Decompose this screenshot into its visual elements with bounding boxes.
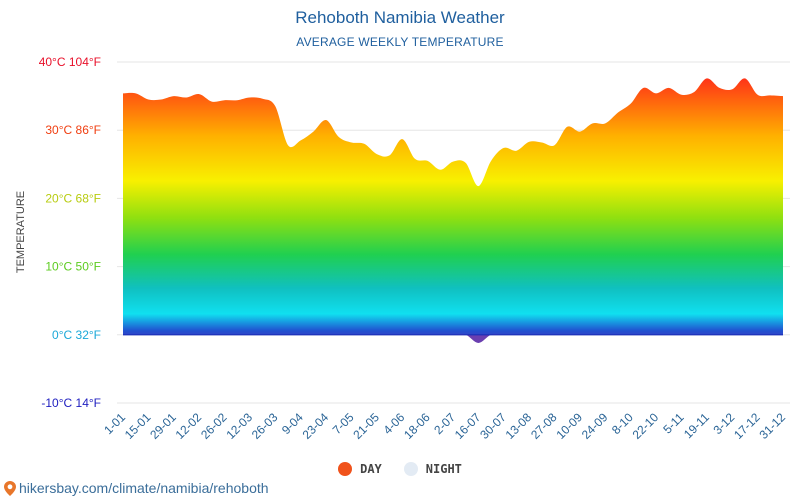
- x-tick-label: 12-03: [223, 410, 255, 442]
- x-tick-label: 29-01: [147, 410, 179, 442]
- x-tick-label: 27-08: [528, 410, 560, 442]
- night-below-zero-area: [123, 334, 783, 343]
- x-tick-label: 26-03: [249, 410, 281, 442]
- x-tick-label: 13-08: [503, 410, 535, 442]
- x-tick-label: 18-06: [401, 410, 433, 442]
- y-axis-ticks: 40°C 104°F 30°C 86°F 20°C 68°F 10°C 50°F 0°C…: [39, 55, 101, 410]
- x-tick-label: 19-11: [681, 410, 712, 441]
- x-tick-label: 24-09: [579, 410, 611, 442]
- source-link[interactable]: hikersbay.com/climate/namibia/rehoboth: [4, 480, 269, 496]
- x-tick-label: 16-07: [452, 410, 484, 442]
- x-tick-label: 12-02: [173, 410, 205, 442]
- map-pin-icon: [4, 480, 16, 496]
- y-tick-label: -10°C 14°F: [41, 396, 101, 410]
- x-tick-label: 15-01: [122, 410, 154, 442]
- y-tick-label: 0°C 32°F: [52, 328, 101, 342]
- legend-day[interactable]: DAY: [338, 462, 382, 476]
- temperature-area: [123, 78, 783, 343]
- x-tick-label: 30-07: [477, 410, 509, 442]
- x-tick-label: 17-12: [731, 410, 763, 442]
- legend: DAY NIGHT: [0, 462, 800, 476]
- day-series-area: [123, 78, 783, 335]
- x-tick-label: 10-09: [553, 410, 585, 442]
- x-tick-label: 23-04: [300, 410, 332, 442]
- chart-subtitle: AVERAGE WEEKLY TEMPERATURE: [296, 35, 504, 49]
- chart-title: Rehoboth Namibia Weather: [295, 8, 505, 27]
- legend-night[interactable]: NIGHT: [403, 462, 462, 476]
- x-axis-ticks: 1-0115-0129-0112-0226-0212-0326-039-0423…: [101, 410, 788, 442]
- source-url: hikersbay.com/climate/namibia/rehoboth: [19, 480, 269, 496]
- y-tick-label: 40°C 104°F: [39, 55, 101, 69]
- x-tick-label: 31-12: [757, 410, 789, 442]
- y-tick-label: 10°C 50°F: [45, 260, 101, 274]
- day-dot-icon: [338, 462, 353, 476]
- y-tick-label: 30°C 86°F: [45, 123, 101, 137]
- legend-night-label: NIGHT: [425, 462, 462, 476]
- x-tick-label: 21-05: [350, 410, 382, 442]
- x-tick-label: 26-02: [198, 410, 230, 442]
- night-dot-icon: [403, 462, 418, 476]
- x-tick-label: 22-10: [630, 410, 662, 442]
- legend-day-label: DAY: [360, 462, 382, 476]
- y-tick-label: 20°C 68°F: [45, 191, 101, 205]
